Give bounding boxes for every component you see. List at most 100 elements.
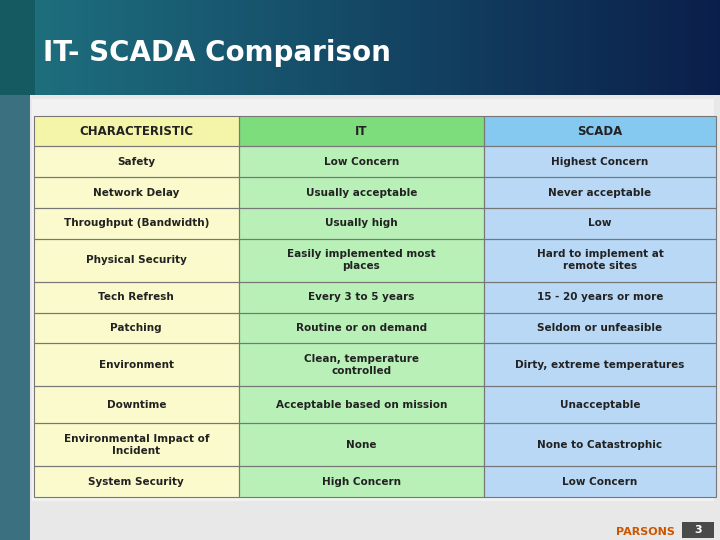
Bar xyxy=(34,343,238,387)
Text: IT: IT xyxy=(355,125,368,138)
Bar xyxy=(288,0,292,94)
Bar xyxy=(252,0,256,94)
Bar xyxy=(484,239,716,282)
Bar xyxy=(608,0,612,94)
Bar xyxy=(238,423,484,467)
Bar xyxy=(34,343,238,387)
Bar xyxy=(115,0,119,94)
Text: Throughput (Bandwidth): Throughput (Bandwidth) xyxy=(63,218,209,228)
Bar xyxy=(238,313,484,343)
Bar xyxy=(313,0,317,94)
Bar xyxy=(504,0,508,94)
Bar xyxy=(101,0,104,94)
Bar xyxy=(493,0,497,94)
Bar xyxy=(86,0,90,94)
Bar xyxy=(34,146,238,177)
Bar xyxy=(479,0,482,94)
Bar xyxy=(410,0,414,94)
Bar xyxy=(238,467,484,497)
Bar xyxy=(238,343,484,387)
Bar xyxy=(691,0,695,94)
Bar xyxy=(709,0,713,94)
Bar xyxy=(22,0,25,94)
Bar xyxy=(490,0,493,94)
Bar xyxy=(484,208,716,239)
Bar xyxy=(14,0,18,94)
Bar xyxy=(137,0,140,94)
Bar xyxy=(238,239,484,282)
Bar xyxy=(367,0,371,94)
Bar xyxy=(576,0,580,94)
Bar xyxy=(238,282,484,313)
Text: Highest Concern: Highest Concern xyxy=(552,157,649,167)
Bar xyxy=(281,0,284,94)
Bar xyxy=(414,0,418,94)
Bar xyxy=(342,0,346,94)
Bar xyxy=(173,0,176,94)
Bar xyxy=(34,177,238,208)
Bar xyxy=(0,0,4,94)
Bar xyxy=(274,0,277,94)
Bar xyxy=(378,0,382,94)
Bar xyxy=(484,343,716,387)
Bar xyxy=(484,282,716,313)
Text: Low Concern: Low Concern xyxy=(562,477,638,487)
Bar xyxy=(677,0,680,94)
Bar xyxy=(328,0,331,94)
Bar xyxy=(299,0,302,94)
Bar xyxy=(558,0,562,94)
Bar xyxy=(713,0,716,94)
Bar xyxy=(403,0,407,94)
Bar xyxy=(360,0,364,94)
Bar xyxy=(666,0,670,94)
Bar xyxy=(484,387,716,423)
Bar xyxy=(119,0,122,94)
Bar xyxy=(682,522,714,538)
Bar xyxy=(34,467,238,497)
Bar xyxy=(320,0,324,94)
Bar xyxy=(68,0,72,94)
Bar xyxy=(484,146,716,177)
Bar xyxy=(400,0,403,94)
Bar xyxy=(554,0,558,94)
Bar xyxy=(263,0,266,94)
Bar xyxy=(472,0,475,94)
Bar xyxy=(587,0,590,94)
Bar xyxy=(461,0,464,94)
Bar xyxy=(484,467,716,497)
Bar xyxy=(349,0,353,94)
Bar xyxy=(484,146,716,177)
Bar xyxy=(356,0,360,94)
Bar xyxy=(484,208,716,239)
Bar xyxy=(34,313,238,343)
Text: Hard to implement at
remote sites: Hard to implement at remote sites xyxy=(536,249,664,271)
Bar xyxy=(418,0,421,94)
Bar xyxy=(346,0,349,94)
Bar xyxy=(594,0,598,94)
Text: Usually high: Usually high xyxy=(325,218,397,228)
Bar xyxy=(484,177,716,208)
Bar xyxy=(259,0,263,94)
Bar xyxy=(324,0,328,94)
Text: Dirty, extreme temperatures: Dirty, extreme temperatures xyxy=(516,360,685,370)
Bar xyxy=(634,0,637,94)
Bar xyxy=(245,0,248,94)
Bar xyxy=(187,0,191,94)
Bar xyxy=(428,0,432,94)
Bar xyxy=(50,0,54,94)
Bar xyxy=(104,0,108,94)
Bar xyxy=(547,0,551,94)
Bar xyxy=(58,0,61,94)
Bar xyxy=(108,0,112,94)
Bar xyxy=(371,0,374,94)
Text: Environment: Environment xyxy=(99,360,174,370)
Bar xyxy=(364,0,367,94)
Bar xyxy=(619,0,623,94)
Bar xyxy=(238,116,484,146)
Bar xyxy=(54,0,58,94)
Text: Every 3 to 5 years: Every 3 to 5 years xyxy=(308,292,415,302)
Bar xyxy=(508,0,511,94)
Bar xyxy=(223,0,227,94)
Bar xyxy=(641,0,644,94)
Text: CHARACTERISTIC: CHARACTERISTIC xyxy=(79,125,194,138)
